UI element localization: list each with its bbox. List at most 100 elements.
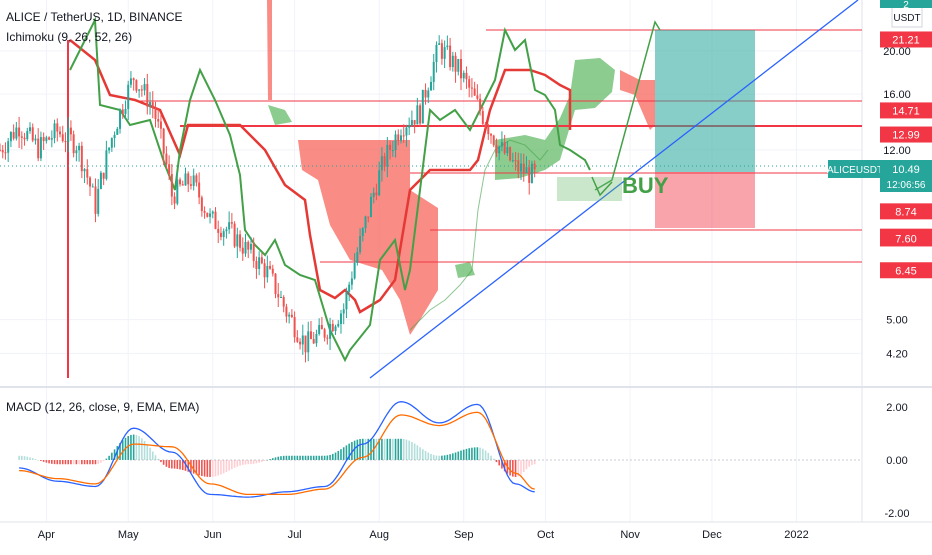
candle (165, 146, 168, 169)
macd-bar (263, 460, 266, 461)
candle-body (127, 84, 130, 110)
candle-body (481, 111, 484, 124)
macd-axis[interactable]: 2.00 0.00 -2.00 (884, 402, 909, 520)
candle (159, 114, 162, 139)
macd-bar (97, 460, 100, 464)
macd-bar (181, 460, 184, 471)
macd-bar (91, 460, 94, 465)
candle-body (397, 134, 400, 141)
candle (173, 192, 176, 210)
macd-bar (337, 450, 340, 460)
macd-bar (151, 451, 154, 460)
candle (7, 137, 10, 163)
macd-bar (225, 460, 228, 473)
candle (419, 103, 422, 127)
candle-body (446, 45, 449, 48)
candle (271, 264, 274, 277)
level-label-bg (880, 230, 932, 247)
macd-bar (479, 447, 481, 460)
macd-bar (23, 456, 26, 460)
level-label: 12.99 (880, 126, 932, 143)
candle (162, 127, 165, 166)
candle (279, 290, 282, 299)
candle (326, 334, 329, 345)
candle-body (0, 149, 1, 151)
price-tick: 5.00 (886, 315, 907, 327)
target-zone[interactable] (655, 30, 755, 172)
candle (386, 137, 389, 178)
macd-bar (512, 460, 514, 477)
macd-bar (244, 460, 247, 465)
buy-label: BUY (622, 173, 669, 198)
candle (170, 164, 173, 206)
candle (59, 126, 62, 138)
level-label: 14.71 (880, 102, 932, 119)
macd-bar (258, 460, 260, 463)
candle-body (339, 313, 342, 324)
stop-zone[interactable] (655, 172, 755, 228)
macd-bar (280, 456, 282, 460)
candle-body (498, 146, 501, 154)
chart-title: ALICE / TetherUS, 1D, BINANCE (6, 10, 183, 24)
candle-body (140, 89, 143, 91)
macd-bar (113, 449, 116, 460)
candle-body (50, 138, 53, 140)
macd-bar (411, 441, 413, 460)
macd-bar (121, 440, 124, 460)
time-axis[interactable]: Apr May Jun Jul Aug Sep Oct Nov Dec 2022 (38, 529, 809, 541)
candle (121, 103, 124, 119)
candle-body (269, 265, 272, 269)
candle (342, 303, 345, 325)
macd-bar (157, 458, 160, 460)
macd-bar (239, 460, 241, 466)
macd-bar (187, 460, 190, 472)
candle-body (410, 120, 413, 126)
ichimoku-legend[interactable]: Ichimoku (9, 26, 52, 26) (6, 30, 133, 44)
macd-bar (334, 452, 337, 460)
candle-body (236, 234, 239, 247)
macd-bar (522, 460, 525, 473)
month-label: Dec (702, 529, 722, 541)
macd-bar (484, 450, 487, 460)
trendline[interactable] (369, 0, 859, 379)
candle (80, 141, 83, 179)
buy-zone[interactable] (557, 177, 622, 201)
candle (394, 130, 397, 158)
candle-body (129, 78, 132, 85)
macd-bar (492, 458, 495, 460)
candle (470, 78, 473, 98)
candle-body (192, 175, 195, 186)
long-position-tool[interactable] (655, 30, 755, 228)
macd-bar (291, 455, 293, 460)
candle (511, 152, 514, 163)
candle (53, 119, 56, 144)
cloud-bullish-2 (455, 262, 475, 278)
macd-bar (45, 460, 48, 463)
candle (506, 141, 509, 157)
level-label: 6.45 (880, 262, 932, 279)
candle (490, 132, 493, 144)
macd-bar (449, 454, 451, 460)
candle (252, 237, 255, 268)
candle-body (334, 326, 337, 332)
macd-bar (108, 455, 110, 460)
macd-bar (53, 460, 56, 465)
candle (110, 137, 113, 152)
macd-bar (293, 455, 296, 460)
candle-body (353, 262, 356, 279)
candle (522, 153, 525, 182)
price-axis[interactable]: 20.00 16.00 12.00 5.00 4.20 (883, 46, 911, 361)
candle (86, 159, 89, 185)
candle-body (29, 127, 32, 132)
macd-bar (318, 455, 320, 460)
currency-label[interactable]: USDT (893, 13, 920, 24)
macd-legend[interactable]: MACD (12, 26, close, 9, EMA, EMA) (6, 400, 200, 414)
candle (187, 171, 190, 193)
macd-bar (400, 438, 402, 460)
candle (149, 91, 152, 115)
macd-bar (476, 447, 479, 460)
macd-bar (236, 460, 239, 467)
current-price-label (880, 160, 932, 192)
macd-bar (367, 438, 370, 460)
